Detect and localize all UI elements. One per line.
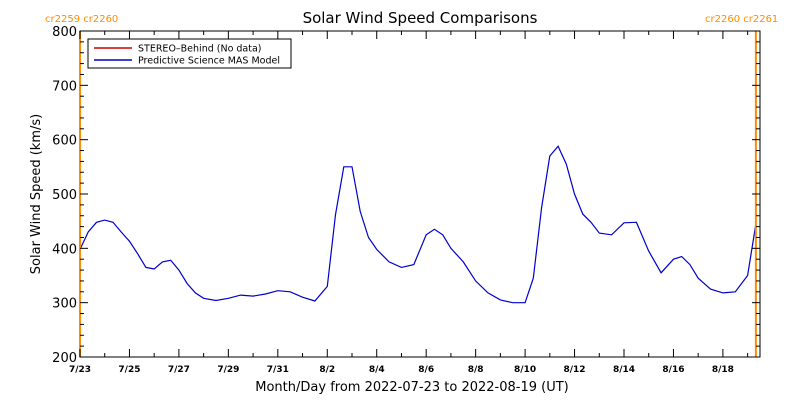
legend-label: STEREO–Behind (No data) — [138, 44, 262, 55]
y-tick-label: 800 — [52, 25, 77, 40]
x-tick-label: 8/8 — [468, 365, 484, 375]
y-tick-label: 500 — [52, 188, 77, 203]
x-tick-label: 8/12 — [564, 365, 586, 375]
plot-frame-layer — [79, 30, 761, 358]
carrington-marker-label: cr2260 cr2261 — [705, 14, 778, 25]
y-tick-label: 200 — [52, 351, 77, 366]
x-tick-label: 7/27 — [168, 365, 190, 375]
legend: STEREO–Behind (No data)Predictive Scienc… — [87, 38, 292, 69]
x-tick-label: 8/4 — [369, 365, 385, 375]
x-tick-label: 8/6 — [418, 365, 434, 375]
x-tick-label: 8/10 — [514, 365, 536, 375]
x-tick-label: 8/14 — [613, 365, 635, 375]
y-tick-label: 400 — [52, 242, 77, 257]
y-tick-label: 600 — [52, 134, 77, 149]
x-tick-label: 7/31 — [267, 365, 289, 375]
legend-label: Predictive Science MAS Model — [138, 56, 280, 67]
carrington-marker-label: cr2259 cr2260 — [45, 14, 118, 25]
legend-box — [87, 38, 292, 69]
x-tick-label: 7/23 — [69, 365, 91, 375]
y-axis-label: Solar Wind Speed (km/s) — [29, 114, 44, 274]
chart-title: Solar Wind Speed Comparisons — [303, 9, 538, 27]
series-line — [79, 145, 757, 304]
x-axis-label: Month/Day from 2022-07-23 to 2022-08-19 … — [255, 380, 568, 395]
x-tick-label: 8/18 — [712, 365, 734, 375]
tick-layer: 200 300 400 500 600 700 800 7/23 7/25 7/27 7/29 7/3… — [52, 25, 760, 375]
y-tick-label: 700 — [52, 79, 77, 94]
x-tick-label: 7/25 — [118, 365, 140, 375]
y-tick-label: 300 — [52, 297, 77, 312]
x-tick-label: 8/16 — [662, 365, 684, 375]
series-layer — [79, 145, 757, 304]
plot-frame — [79, 30, 761, 358]
x-tick-label: 7/29 — [217, 365, 239, 375]
x-tick-label: 8/2 — [319, 365, 335, 375]
